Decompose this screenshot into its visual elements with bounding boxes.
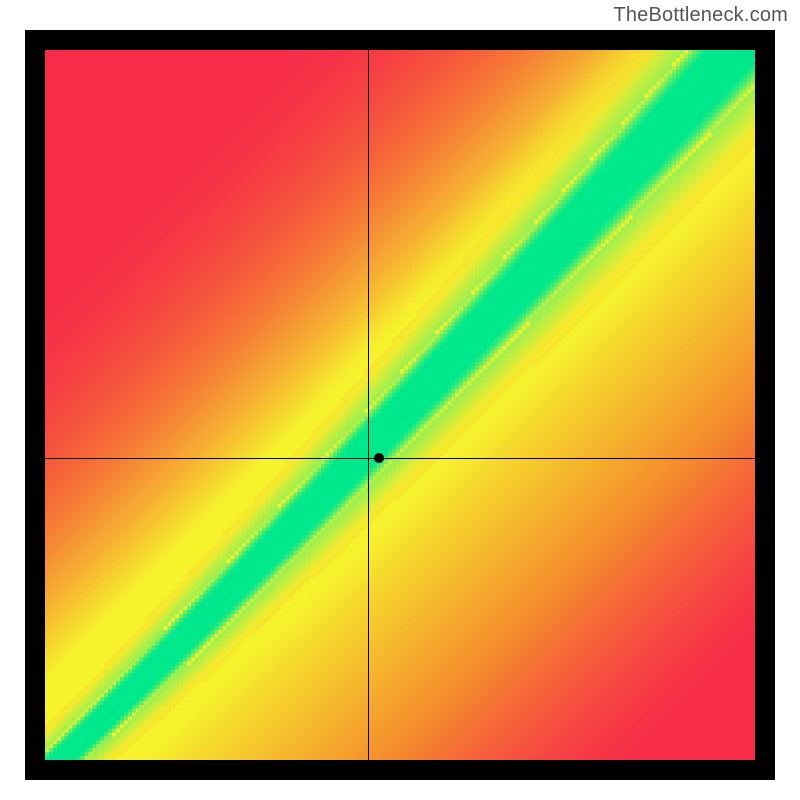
watermark: TheBottleneck.com xyxy=(613,4,788,27)
bottleneck-heatmap xyxy=(45,50,755,760)
plot-inner xyxy=(45,50,755,760)
plot-frame xyxy=(25,30,775,780)
operating-point-dot xyxy=(374,453,384,463)
crosshair-horizontal xyxy=(45,458,755,459)
crosshair-vertical xyxy=(368,50,369,760)
